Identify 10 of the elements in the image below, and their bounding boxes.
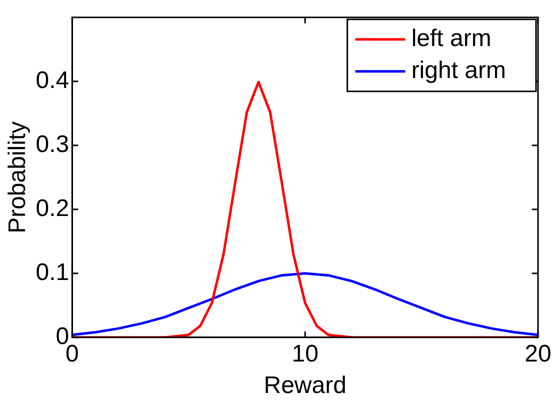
y-tick-label: 0.1 [36,259,70,286]
x-axis-title: Reward [264,372,346,400]
y-tick-label: 0.4 [36,67,70,94]
y-tick-label: 0.3 [36,131,70,158]
legend-label: right arm [411,57,506,84]
y-axis-title: Probability [4,121,32,234]
y-tick-label: 0.2 [36,195,70,222]
legend-label: left arm [411,25,492,52]
x-tick-label: 10 [292,340,318,368]
x-tick-label: 20 [524,340,552,368]
